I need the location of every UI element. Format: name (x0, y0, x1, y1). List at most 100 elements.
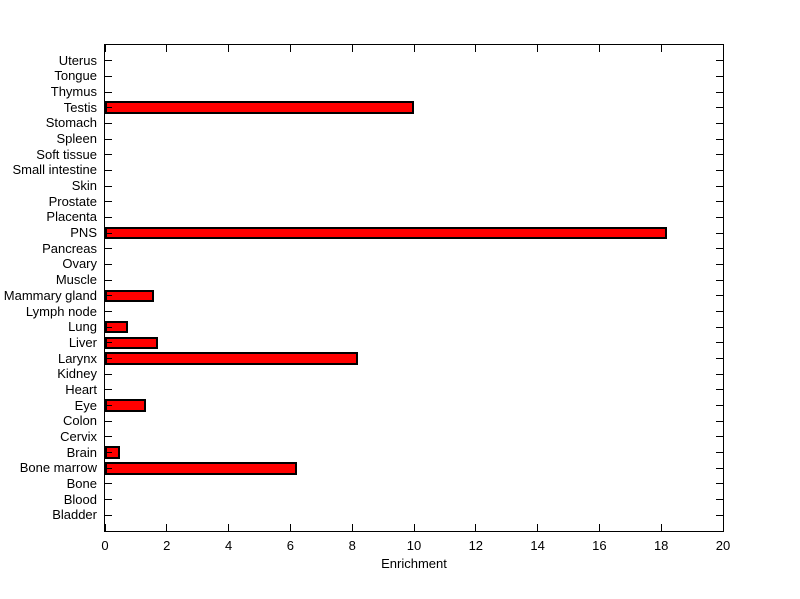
x-tick-bottom (537, 524, 539, 531)
y-tick-left (105, 514, 112, 516)
bar-bone-marrow (105, 462, 297, 475)
y-tick-right (716, 216, 723, 218)
y-tick-label-heart: Heart (65, 381, 97, 397)
y-tick-right (716, 232, 723, 234)
y-tick-left (105, 201, 112, 203)
x-tick-bottom (351, 524, 353, 531)
y-tick-left (105, 483, 112, 485)
x-tick-top (722, 45, 724, 52)
x-tick-top (289, 45, 291, 52)
x-tick-top (475, 45, 477, 52)
x-tick-bottom (228, 524, 230, 531)
x-tick-top (537, 45, 539, 52)
y-tick-label-lung: Lung (68, 319, 97, 335)
y-tick-left (105, 342, 112, 344)
x-tick-label-2: 2 (163, 538, 171, 553)
y-tick-label-small-intestine: Small intestine (12, 162, 97, 178)
x-tick-label-10: 10 (406, 538, 422, 553)
y-tick-label-eye: Eye (74, 397, 97, 413)
y-tick-right (716, 342, 723, 344)
x-tick-label-18: 18 (653, 538, 669, 553)
bar-pns (105, 226, 668, 240)
y-tick-right (716, 452, 723, 454)
y-tick-right (716, 373, 723, 375)
y-tick-left (105, 405, 112, 407)
y-tick-left (105, 263, 112, 265)
y-tick-label-skin: Skin (71, 178, 97, 194)
x-tick-label-16: 16 (592, 538, 607, 553)
x-tick-label-14: 14 (530, 538, 545, 553)
y-tick-left (105, 138, 112, 140)
y-tick-left (105, 467, 112, 469)
y-tick-right (716, 405, 723, 407)
y-tick-label-placenta: Placenta (46, 209, 97, 225)
y-tick-right (716, 326, 723, 328)
x-tick-label-20: 20 (715, 538, 731, 553)
x-tick-top (228, 45, 230, 52)
y-tick-label-pancreas: Pancreas (42, 240, 97, 256)
x-tick-top (104, 45, 106, 52)
y-tick-right (716, 91, 723, 93)
y-tick-label-pns: PNS (70, 225, 97, 241)
y-tick-right (716, 138, 723, 140)
y-tick-right (716, 420, 723, 422)
x-tick-top (351, 45, 353, 52)
y-tick-label-lymph-node: Lymph node (25, 303, 97, 319)
y-tick-label-bladder: Bladder (52, 507, 97, 523)
y-tick-left (105, 326, 112, 328)
y-tick-left (105, 107, 112, 109)
y-tick-left (105, 311, 112, 313)
y-tick-right (716, 436, 723, 438)
y-tick-right (716, 499, 723, 501)
y-tick-label-soft-tissue: Soft tissue (36, 146, 97, 162)
y-tick-left (105, 75, 112, 77)
x-tick-bottom (475, 524, 477, 531)
y-tick-right (716, 107, 723, 109)
y-tick-right (716, 122, 723, 124)
y-tick-left (105, 358, 112, 360)
y-tick-label-testis: Testis (63, 99, 97, 115)
y-tick-right (716, 169, 723, 171)
y-tick-label-blood: Blood (63, 491, 97, 507)
y-tick-label-cervix: Cervix (60, 428, 97, 444)
y-tick-label-brain: Brain (66, 444, 97, 460)
y-tick-label-bone-marrow: Bone marrow (19, 460, 97, 476)
y-tick-left (105, 60, 112, 62)
y-tick-left (105, 499, 112, 501)
x-tick-top (413, 45, 415, 52)
y-tick-right (716, 311, 723, 313)
x-tick-bottom (104, 524, 106, 531)
bar-testis (105, 101, 414, 114)
y-tick-label-stomach: Stomach (45, 115, 97, 131)
x-tick-label-6: 6 (286, 538, 294, 553)
y-tick-left (105, 185, 112, 187)
x-axis-title: Enrichment (381, 556, 447, 571)
y-tick-label-bone: Bone (66, 475, 97, 491)
x-tick-label-0: 0 (101, 538, 109, 553)
y-tick-left (105, 389, 112, 391)
y-tick-left (105, 216, 112, 218)
x-tick-label-8: 8 (348, 538, 356, 553)
y-tick-label-liver: Liver (68, 334, 97, 350)
x-tick-label-12: 12 (468, 538, 484, 553)
y-tick-left (105, 248, 112, 250)
x-tick-top (598, 45, 600, 52)
y-tick-right (716, 514, 723, 516)
x-tick-bottom (660, 524, 662, 531)
x-tick-label-4: 4 (224, 538, 233, 553)
y-tick-right (716, 185, 723, 187)
y-tick-left (105, 154, 112, 156)
y-tick-right (716, 358, 723, 360)
y-tick-label-tongue: Tongue (54, 68, 97, 84)
y-tick-left (105, 169, 112, 171)
y-tick-left (105, 279, 112, 281)
y-tick-right (716, 295, 723, 297)
y-tick-left (105, 420, 112, 422)
x-tick-top (166, 45, 168, 52)
y-tick-label-thymus: Thymus (50, 84, 97, 100)
y-tick-right (716, 483, 723, 485)
y-tick-label-muscle: Muscle (55, 272, 97, 288)
y-tick-label-kidney: Kidney (57, 366, 97, 382)
plot-area (104, 44, 724, 532)
